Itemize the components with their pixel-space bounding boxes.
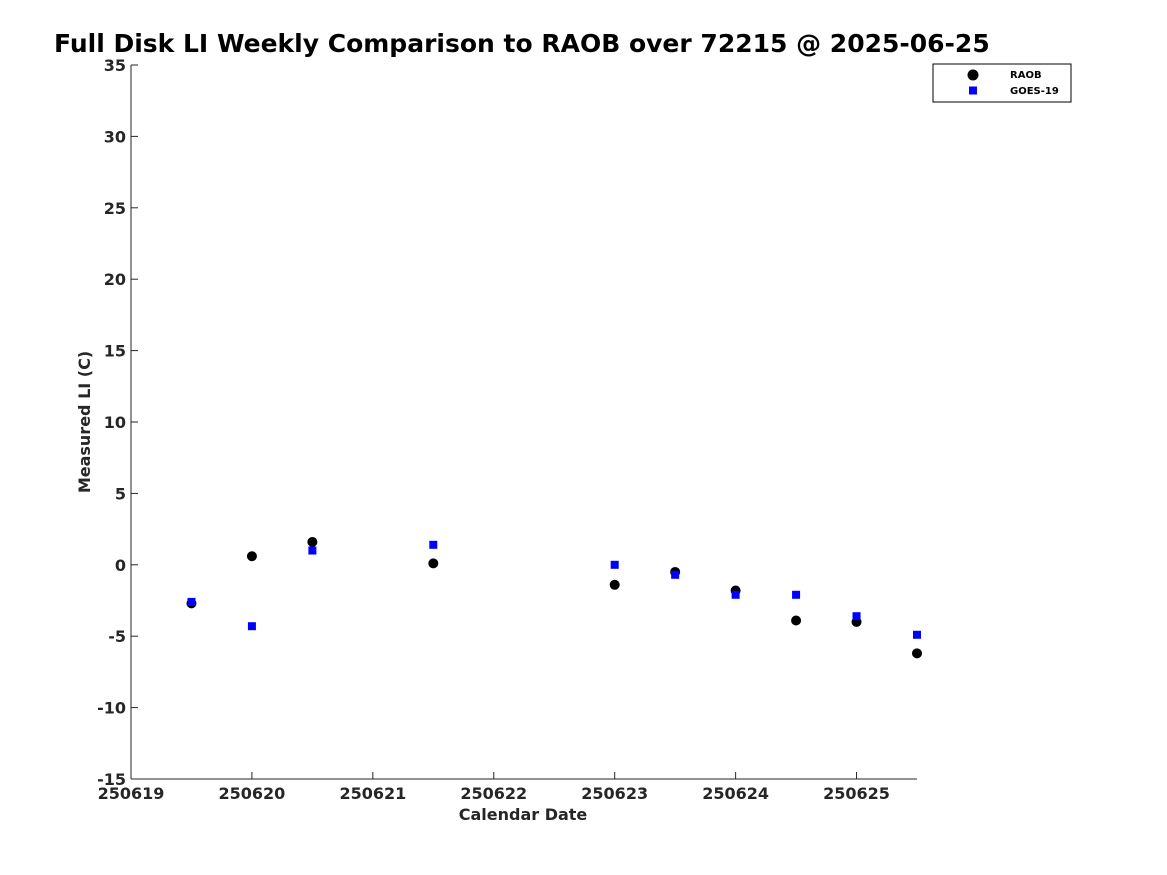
raob-point	[428, 558, 439, 569]
raob-point	[912, 648, 922, 659]
y-tick-label: 25	[104, 199, 126, 218]
legend: RAOB GOES-19	[932, 63, 1072, 103]
y-tick-label: 0	[115, 556, 126, 575]
x-tick-label: 250620	[219, 784, 286, 803]
goes-19-point	[247, 622, 256, 631]
x-tick-label: 250625	[823, 784, 890, 803]
legend-box	[932, 63, 1072, 103]
goes-19-point	[731, 590, 740, 599]
raob-point	[609, 579, 620, 590]
x-tick-label: 250621	[339, 784, 406, 803]
x-tick-label: 250622	[460, 784, 527, 803]
y-tick-label: 5	[115, 484, 126, 503]
y-tick-label: -15	[97, 770, 126, 789]
y-tick-label: 20	[104, 270, 126, 289]
y-tick-label: -5	[108, 627, 126, 646]
y-tick-label: 15	[104, 342, 126, 361]
y-tick-label: 30	[104, 127, 126, 146]
goes-19-point	[610, 560, 619, 569]
goes-19-point	[671, 570, 680, 579]
y-axis-label: Measured LI (C)	[75, 351, 94, 493]
x-tick-label: 250624	[702, 784, 769, 803]
goes-19-point	[429, 540, 438, 549]
goes-19-point	[792, 590, 801, 599]
goes-19-point	[913, 630, 921, 639]
x-tick-label: 250623	[581, 784, 648, 803]
goes-19-point	[852, 612, 861, 621]
y-tick-label: 10	[104, 413, 126, 432]
raob-point	[307, 536, 318, 547]
plot-area: -15 -10 -5 0 5 10 15 20 25 30 35 250619 250620 250621…	[97, 56, 922, 803]
x-axis-label: Calendar Date	[459, 805, 588, 824]
legend-goes-19-label: GOES-19	[1010, 86, 1059, 97]
legend-goes-19-marker	[969, 86, 977, 95]
x-tick-label: 250619	[98, 784, 165, 803]
goes-19-point	[308, 546, 317, 555]
chart-title: Full Disk LI Weekly Comparison to RAOB o…	[54, 29, 990, 58]
legend-raob-label: RAOB	[1010, 70, 1042, 81]
raob-point	[246, 551, 257, 562]
y-tick-label: -10	[97, 699, 126, 718]
legend-raob-marker	[967, 69, 979, 81]
raob-point	[791, 615, 802, 626]
goes-19-point	[187, 597, 196, 606]
y-tick-label: 35	[104, 56, 126, 75]
